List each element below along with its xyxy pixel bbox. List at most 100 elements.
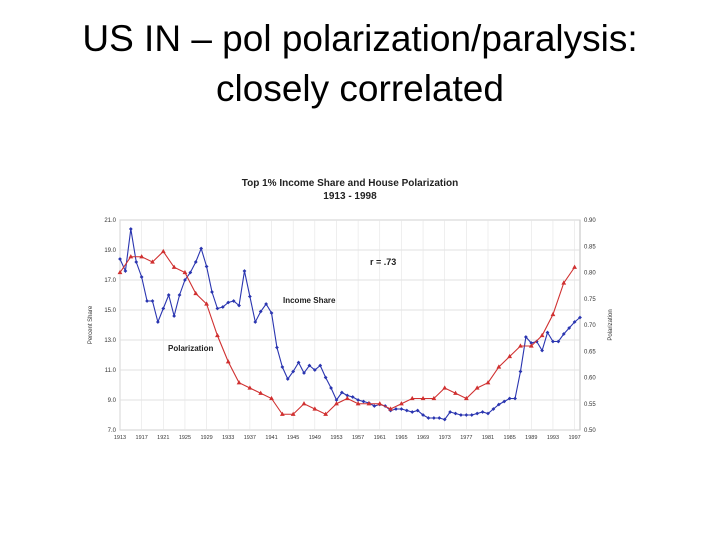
x-tick-label: 1973 — [439, 435, 451, 441]
polarization-point — [474, 385, 480, 390]
polarization-point — [139, 254, 145, 259]
polarization-point — [550, 311, 556, 317]
income-share-point — [339, 390, 344, 395]
y2-tick-label: 0.90 — [584, 218, 596, 224]
income-share-point — [480, 410, 485, 414]
polarization-point — [301, 401, 307, 406]
polarization-point — [572, 264, 577, 269]
income-share-label: Income Share — [283, 296, 336, 305]
polarization-point — [355, 401, 361, 406]
income-share-point — [285, 377, 290, 381]
income-share-point — [453, 411, 458, 416]
polarization-point — [312, 406, 318, 411]
income-share-point — [426, 416, 431, 420]
slide-title-line-2: closely correlated — [216, 68, 504, 109]
polarization-point — [561, 280, 567, 285]
y-tick-label: 9.0 — [108, 398, 117, 404]
y-tick-label: 11.0 — [105, 368, 117, 374]
income-share-point — [296, 360, 301, 365]
income-share-point — [161, 306, 166, 311]
income-share-point — [572, 320, 577, 324]
x-tick-label: 1913 — [114, 435, 126, 441]
y2-tick-label: 0.70 — [584, 323, 596, 329]
income-share-point — [361, 399, 366, 404]
polarization-point — [215, 332, 220, 338]
x-tick-label: 1941 — [265, 435, 277, 441]
income-share-point — [128, 227, 133, 231]
y2-tick-label: 0.60 — [584, 376, 596, 382]
polarization-point — [204, 301, 209, 306]
polarization-point — [117, 269, 123, 275]
polarization-point — [344, 395, 350, 401]
income-share-point — [491, 407, 496, 411]
y2-tick-label: 0.55 — [584, 402, 596, 408]
polarization-point — [290, 411, 296, 416]
y-tick-label: 15.0 — [104, 308, 116, 314]
income-share-point — [399, 407, 404, 411]
y-axis-label: Percent Share — [88, 305, 94, 344]
x-tick-label: 1993 — [547, 435, 559, 441]
polarization-point — [507, 353, 513, 359]
y2-tick-label: 0.85 — [584, 244, 596, 250]
polarization-point — [334, 401, 339, 406]
polarization-point — [518, 343, 523, 348]
chart-title-line-2: 1913 - 1998 — [323, 191, 377, 202]
polarization-point — [453, 390, 458, 395]
polarization-point — [193, 290, 199, 296]
x-tick-label: 1949 — [309, 435, 321, 441]
income-share-point — [486, 411, 490, 416]
polarization-point — [269, 395, 274, 401]
y2-tick-label: 0.65 — [584, 349, 596, 355]
x-tick-label: 1969 — [417, 435, 429, 441]
polarization-point — [171, 264, 177, 269]
income-share-point — [578, 315, 582, 320]
polarization-point — [150, 259, 155, 264]
income-share-point — [567, 326, 572, 330]
x-tick-label: 1917 — [136, 435, 148, 441]
x-tick-label: 1977 — [460, 435, 472, 441]
y-tick-label: 17.0 — [104, 278, 116, 284]
income-share-point — [415, 408, 420, 413]
x-tick-label: 1989 — [525, 435, 537, 441]
income-share-point — [502, 399, 507, 404]
income-share-point — [312, 368, 317, 372]
polarization-point — [225, 359, 231, 364]
polarization-point — [431, 395, 437, 401]
polarization-point — [279, 411, 285, 416]
income-share-point — [372, 404, 377, 408]
income-share-point — [318, 363, 323, 368]
axis-ticks: 7.0 9.0 11.0 13.0 15.0 17.0 19.0 21.0 0.50 0.55 0.… — [104, 218, 596, 441]
polarization-point — [539, 332, 545, 338]
y2-tick-label: 0.80 — [584, 271, 596, 277]
x-tick-label: 1921 — [157, 435, 169, 441]
x-tick-label: 1965 — [395, 435, 407, 441]
income-share-point — [394, 407, 398, 411]
income-share-point — [410, 410, 415, 414]
polarization-point — [496, 364, 502, 369]
income-share-point — [464, 413, 469, 417]
income-share-point — [523, 335, 528, 339]
x-tick-label: 1937 — [244, 435, 256, 441]
income-share-point — [469, 413, 474, 417]
income-share-point — [431, 416, 436, 420]
polarization-point — [463, 395, 469, 401]
income-share-point — [145, 299, 149, 303]
y-tick-label: 19.0 — [104, 248, 116, 254]
income-share-point — [275, 345, 279, 350]
slide-title: US IN – pol polarization/paralysis: clos… — [0, 14, 720, 114]
income-share-point — [307, 363, 312, 368]
chart-title-line-1: Top 1% Income Share and House Polarizati… — [242, 178, 459, 189]
income-share-point — [507, 396, 512, 401]
y-tick-label: 21.0 — [104, 218, 116, 224]
income-share-point — [356, 398, 361, 402]
income-share-point — [269, 311, 274, 315]
y2-axis-label: Polarization — [608, 309, 614, 340]
polarization-point — [377, 401, 383, 406]
income-share-point — [280, 365, 285, 369]
x-tick-label: 1929 — [200, 435, 212, 441]
x-tick-label: 1961 — [374, 435, 386, 441]
x-tick-label: 1997 — [568, 435, 580, 441]
polarization-point — [160, 248, 166, 254]
income-share-point — [323, 375, 328, 380]
polarization-point — [258, 390, 264, 395]
